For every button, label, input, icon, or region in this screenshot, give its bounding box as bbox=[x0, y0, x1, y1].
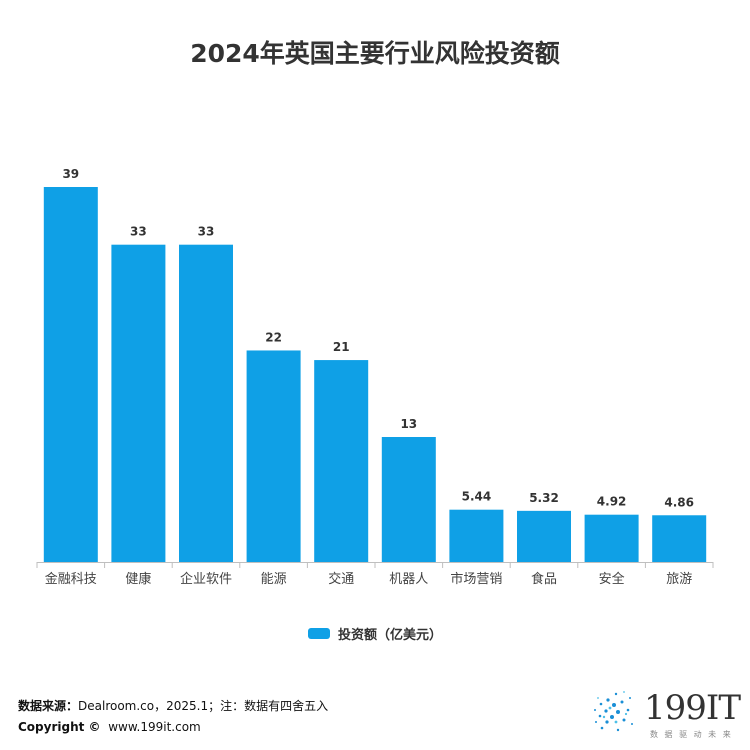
category-label-3: 企业软件 bbox=[180, 571, 232, 587]
category-label-9: 安全 bbox=[599, 571, 625, 587]
bar-7 bbox=[449, 509, 504, 562]
source-label: 数据来源： bbox=[18, 699, 79, 713]
bar-6 bbox=[381, 437, 436, 562]
legend: 投资额（亿美元） bbox=[0, 624, 750, 643]
category-label-2: 健康 bbox=[125, 571, 151, 587]
bar-8 bbox=[517, 510, 571, 562]
bar-4 bbox=[246, 350, 301, 562]
data-label-4: 22 bbox=[265, 330, 282, 344]
bar-5 bbox=[314, 360, 369, 562]
source-note: 数据来源：Dealroom.co，2025.1；注：数据有四舍五入 bbox=[18, 697, 328, 714]
category-label-6: 机器人 bbox=[389, 572, 428, 587]
data-label-8: 5.32 bbox=[529, 491, 559, 505]
copyright-link[interactable]: www.199it.com bbox=[108, 720, 201, 734]
logo-tagline: 数 据 驱 动 未 来 bbox=[650, 730, 733, 739]
data-label-9: 4.92 bbox=[597, 495, 627, 509]
category-label-4: 能源 bbox=[261, 572, 287, 587]
category-label-7: 市场营销 bbox=[450, 571, 502, 587]
data-label-2: 33 bbox=[130, 225, 147, 239]
data-label-6: 13 bbox=[400, 417, 417, 431]
bar-2 bbox=[111, 244, 166, 562]
logo-brand: 199IT bbox=[644, 688, 741, 728]
data-label-1: 39 bbox=[62, 167, 79, 181]
copyright-note: Copyright © www.199it.com bbox=[18, 720, 201, 734]
data-label-3: 33 bbox=[198, 225, 215, 239]
data-label-10: 4.86 bbox=[664, 495, 694, 509]
bar-1 bbox=[43, 187, 98, 562]
copyright-label: Copyright © bbox=[18, 720, 101, 734]
logo-icon bbox=[594, 691, 633, 732]
category-label-5: 交通 bbox=[328, 571, 354, 587]
bar-9 bbox=[584, 514, 639, 562]
legend-swatch bbox=[307, 628, 330, 639]
data-label-5: 21 bbox=[333, 340, 350, 354]
bar-10 bbox=[652, 515, 707, 562]
category-label-8: 食品 bbox=[531, 571, 557, 587]
category-label-1: 金融科技 bbox=[45, 571, 97, 587]
legend-label: 投资额（亿美元） bbox=[337, 628, 442, 643]
chart-title: 2024年英国主要行业风险投资额 bbox=[190, 39, 560, 68]
data-label-7: 5.44 bbox=[462, 490, 492, 504]
bar-3 bbox=[179, 244, 233, 562]
category-label-10: 旅游 bbox=[666, 572, 692, 587]
source-text: Dealroom.co，2025.1；注：数据有四舍五入 bbox=[78, 699, 329, 713]
